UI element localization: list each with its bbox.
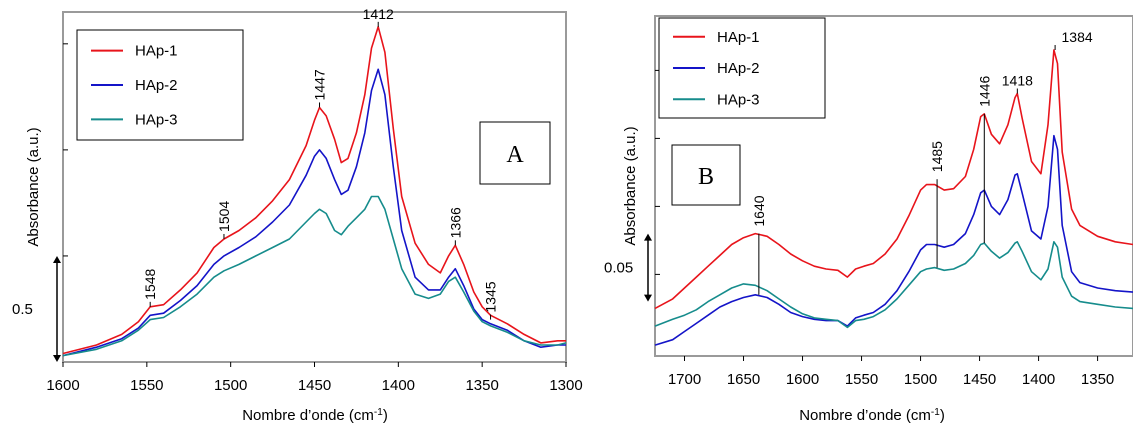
x-tick-label: 1600 (46, 377, 79, 394)
scale-bar-arrow-bottom (53, 355, 61, 362)
series-line-hap-3 (654, 241, 1133, 329)
peak-label: 1418 (1002, 73, 1033, 89)
series-line-hap-2 (654, 134, 1133, 346)
peak-label: 1485 (929, 141, 945, 172)
peak-label: 1640 (751, 195, 767, 226)
peak-label: 1384 (1062, 29, 1093, 45)
legend-label: HAp-3 (717, 91, 760, 108)
legend-label: HAp-3 (135, 111, 178, 128)
legend-label: HAp-2 (135, 77, 178, 94)
peak-label: 1446 (976, 76, 992, 107)
scale-bar-arrow-top (53, 255, 61, 263)
x-tick-label: 1500 (904, 371, 937, 388)
x-tick-label: 1300 (549, 377, 582, 394)
x-tick-label: 1550 (130, 377, 163, 394)
scale-bar-label: 0.05 (604, 260, 633, 277)
panel-letter-box (671, 144, 741, 206)
chart-panel-b: 1700 1650 1600 1550 1500 1450 1400 1350 Nombre d… (604, 15, 1133, 425)
x-tick-label: 1650 (727, 371, 760, 388)
x-tick-label: 1400 (382, 377, 415, 394)
series-line-hap-1 (654, 49, 1133, 310)
series-line-hap-2 (62, 68, 566, 357)
series-line-hap-3 (62, 195, 567, 357)
peak-label: 1504 (216, 201, 232, 232)
x-tick-label: 1500 (214, 377, 247, 394)
panel-letter: B (698, 164, 714, 190)
x-tick-label: 1600 (786, 371, 819, 388)
scale-bar-label: 0.5 (12, 301, 33, 318)
y-axis-title: Absorbance (a.u.) (25, 127, 42, 246)
scale-bar-arrow-bottom (644, 294, 652, 302)
peak-label: 1412 (363, 6, 394, 22)
chart-panel-a: 1600 1550 1500 1450 1400 1350 1300 Nombre d’ond… (12, 6, 583, 424)
series-line-hap-1 (62, 26, 566, 355)
x-tick-label: 1350 (1081, 371, 1114, 388)
x-tick-label: 1700 (668, 371, 701, 388)
legend-label: HAp-1 (717, 29, 760, 46)
y-axis-title: Absorbance (a.u.) (622, 126, 639, 245)
legend-label: HAp-2 (717, 60, 760, 77)
x-axis-title: Nombre d’onde (cm-1) (799, 407, 945, 425)
x-tick-label: 1450 (298, 377, 331, 394)
peak-label: 1345 (483, 281, 499, 312)
panel-letter: A (506, 142, 524, 168)
peak-label: 1447 (312, 69, 328, 100)
peak-label: 1548 (142, 268, 158, 299)
plot-frame (654, 15, 1133, 357)
x-axis-title: Nombre d’onde (cm-1) (242, 407, 388, 425)
x-tick-label: 1450 (963, 371, 996, 388)
legend-label: HAp-1 (135, 43, 178, 60)
panel-letter-box (479, 121, 551, 185)
peak-label: 1366 (447, 207, 463, 238)
x-tick-label: 1550 (845, 371, 878, 388)
x-tick-label: 1350 (465, 377, 498, 394)
scale-bar-arrow-top (644, 233, 652, 241)
x-tick-label: 1400 (1022, 371, 1055, 388)
